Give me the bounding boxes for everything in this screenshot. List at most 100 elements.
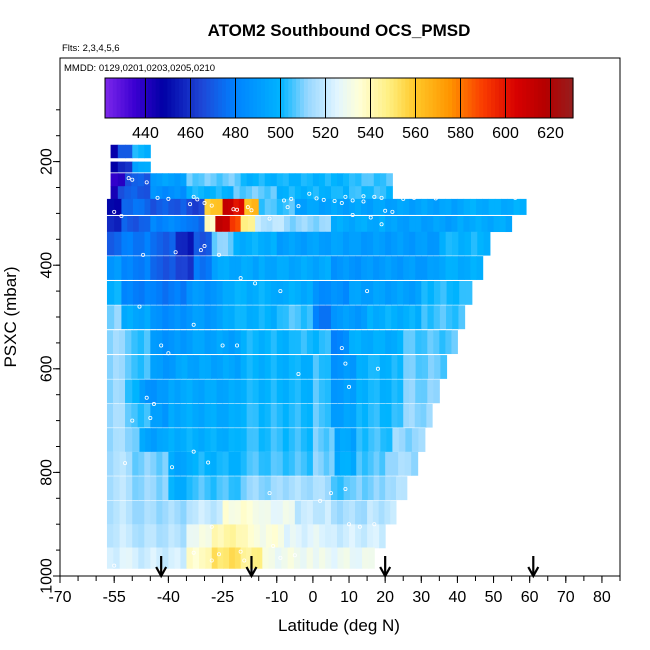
heatmap-cell — [106, 355, 114, 379]
heatmap-cell — [114, 256, 122, 280]
heatmap-cell — [264, 500, 272, 525]
heatmap-cell — [106, 256, 115, 280]
heatmap-cell — [174, 173, 181, 187]
heatmap-cell — [137, 330, 145, 355]
heatmap-cell — [463, 215, 470, 233]
colorbar-strip — [479, 78, 484, 118]
heatmap-cell — [121, 231, 128, 256]
heatmap-cell — [221, 186, 229, 200]
heatmap-cell — [216, 403, 224, 428]
heatmap-cell — [374, 428, 381, 452]
heatmap-cell — [373, 305, 380, 330]
sample-point — [318, 498, 323, 503]
heatmap-cell — [222, 231, 229, 256]
heatmap-cell — [132, 476, 139, 501]
heatmap-cell — [337, 355, 345, 379]
heatmap-cell — [246, 379, 254, 404]
heatmap-cell — [379, 198, 386, 215]
heatmap-cell — [470, 256, 478, 280]
heatmap-cell — [209, 215, 216, 233]
heatmap-cell — [427, 231, 434, 256]
heatmap-cell — [216, 476, 224, 501]
heatmap-cell — [276, 173, 284, 187]
heatmap-cell — [258, 305, 266, 330]
heatmap-cell — [330, 231, 338, 256]
colorbar-strip — [136, 78, 141, 118]
heatmap-cell — [144, 500, 151, 525]
sample-point — [361, 194, 366, 199]
heatmap-cell — [318, 379, 326, 404]
colorbar-strip — [257, 78, 262, 118]
heatmap-cell — [459, 280, 467, 305]
heatmap-cell — [465, 280, 473, 305]
heatmap-cell — [421, 305, 428, 330]
heatmap-cell — [368, 379, 375, 404]
sample-point — [166, 351, 171, 356]
heatmap-cell — [186, 305, 193, 330]
heatmap-cell — [477, 231, 485, 256]
heatmap-cell — [373, 173, 381, 187]
x-axis: -70 -55 -40 -25 -10 0 10 20 30 40 50 60 70 80 — [48, 576, 621, 606]
sample-point — [328, 491, 333, 496]
sample-point — [130, 418, 135, 423]
heatmap-cell — [138, 476, 145, 501]
heatmap-cell — [127, 231, 134, 256]
heatmap-cell — [329, 451, 336, 476]
heatmap-cell — [385, 280, 392, 305]
heatmap-cell — [264, 173, 272, 187]
heatmap-cell — [198, 198, 206, 215]
heatmap-cell — [415, 355, 423, 379]
heatmap-cell — [404, 451, 412, 476]
heatmap-cell — [385, 215, 392, 233]
heatmap-cell — [169, 355, 177, 379]
heatmap-cell — [265, 524, 273, 549]
colorbar-strip — [241, 78, 246, 118]
heatmap-cell — [106, 198, 115, 215]
heatmap-cell — [282, 186, 290, 200]
heatmap-cell — [210, 476, 218, 501]
heatmap-cell — [318, 256, 326, 280]
heatmap-cell — [421, 256, 428, 280]
heatmap-cell — [324, 198, 332, 215]
heatmap-cell — [127, 305, 134, 330]
heatmap-cell — [349, 330, 356, 355]
heatmap-cell — [433, 305, 441, 330]
colorbar-strip — [264, 78, 270, 118]
sample-point — [379, 195, 384, 200]
colorbar-strip — [448, 78, 453, 118]
sample-point — [339, 201, 344, 206]
heatmap-cell — [198, 379, 206, 404]
heatmap-cell — [426, 403, 433, 428]
heatmap-cell — [204, 280, 212, 305]
heatmap-cell — [125, 330, 132, 355]
heatmap-cell — [234, 547, 242, 569]
heatmap-cell — [306, 330, 314, 355]
heatmap-cell — [312, 547, 320, 569]
heatmap-cell — [252, 451, 260, 476]
heatmap-cell — [162, 256, 170, 280]
colorbar-strip — [385, 78, 391, 118]
colorbar-strip — [183, 78, 188, 118]
heatmap-cell — [260, 215, 268, 233]
heatmap-cell — [252, 476, 260, 501]
heatmap-cell — [368, 547, 375, 569]
heatmap-cell — [229, 256, 236, 280]
heatmap-cell — [391, 403, 398, 428]
heatmap-cell — [294, 451, 302, 476]
heatmap-cell — [284, 524, 291, 549]
heatmap-cell — [312, 305, 320, 330]
heatmap-cell — [168, 186, 175, 200]
heatmap-cell — [343, 403, 351, 428]
colorbar-strip — [237, 78, 243, 118]
heatmap-cell — [258, 186, 265, 200]
heatmap-cell — [125, 379, 133, 404]
heatmap-cell — [415, 231, 422, 256]
colorbar-tick-labels: 440 460 480 500 520 540 560 580 600 620 — [132, 125, 564, 142]
heatmap-cell — [367, 476, 375, 501]
colorbar-strip — [417, 78, 422, 118]
heatmap-cell — [252, 305, 260, 330]
sample-point — [383, 208, 388, 213]
heatmap-cell — [234, 330, 242, 355]
heatmap-cell — [132, 198, 140, 215]
heatmap-cell — [312, 476, 320, 501]
